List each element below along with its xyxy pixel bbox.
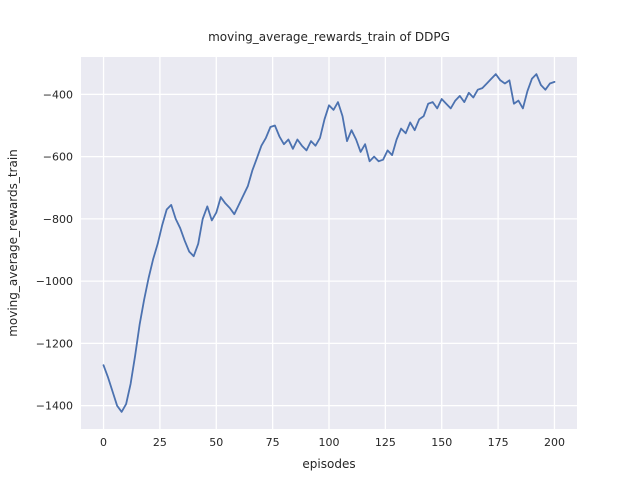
x-tick-label: 150 xyxy=(431,436,452,449)
y-tick-label: −1200 xyxy=(36,337,73,350)
y-axis-label: moving_average_rewards_train xyxy=(6,149,20,337)
x-tick-label: 25 xyxy=(153,436,167,449)
x-tick-label: 175 xyxy=(488,436,509,449)
gridlines xyxy=(81,57,577,429)
x-tick-label: 0 xyxy=(100,436,107,449)
x-tick-label: 50 xyxy=(209,436,223,449)
x-axis-label: episodes xyxy=(302,457,355,471)
y-tick-label: −1000 xyxy=(36,275,73,288)
x-tick-label: 75 xyxy=(266,436,280,449)
y-tick-label: −800 xyxy=(43,213,73,226)
x-tick-label: 200 xyxy=(544,436,565,449)
x-tick-label: 100 xyxy=(319,436,340,449)
y-tick-label: −1400 xyxy=(36,400,73,413)
x-tick-labels: 0 25 50 75 100 125 150 175 200 xyxy=(100,436,565,449)
series-line-moving-average-rewards xyxy=(102,73,556,413)
chart-title: moving_average_rewards_train of DDPG xyxy=(208,30,450,44)
y-tick-labels: −400 −600 −800 −1000 −1200 −1400 xyxy=(36,88,73,412)
y-tick-label: −600 xyxy=(43,151,73,164)
y-tick-label: −400 xyxy=(43,88,73,101)
x-tick-label: 125 xyxy=(375,436,396,449)
